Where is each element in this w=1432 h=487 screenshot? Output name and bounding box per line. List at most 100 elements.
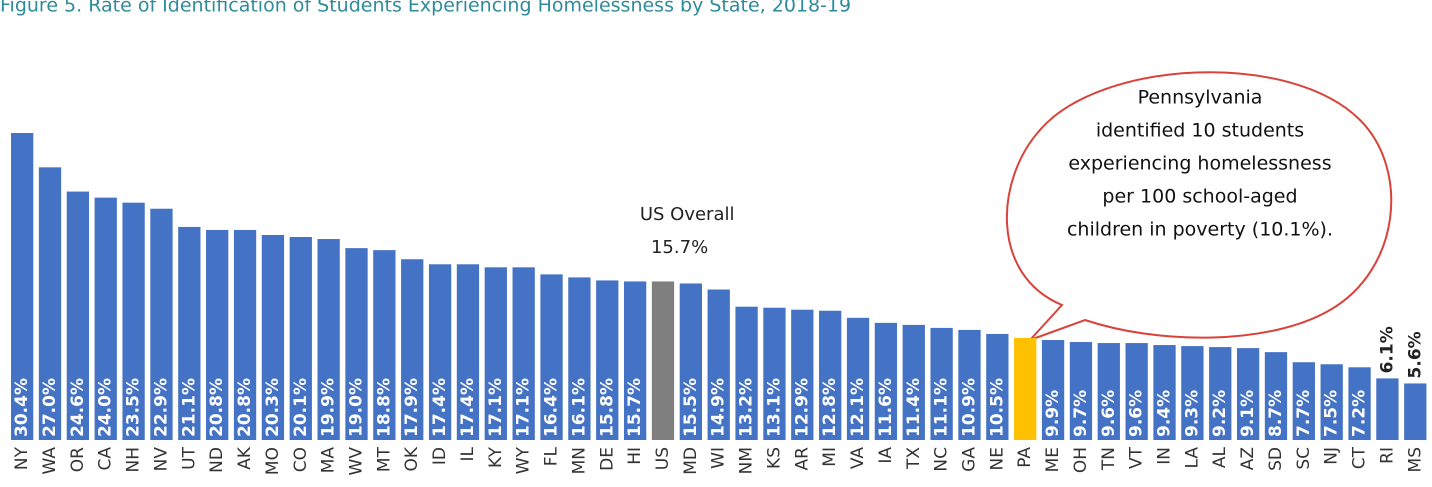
x-tick-label: MA (319, 447, 339, 474)
bar (66, 191, 90, 440)
value-label: 19.0% (346, 378, 366, 437)
bar (596, 280, 619, 440)
value-label: 24.6% (68, 378, 88, 437)
value-label: 9.7% (1071, 390, 1091, 437)
bar (1209, 347, 1232, 440)
value-label: 23.5% (124, 378, 144, 437)
x-tick-label: WY (514, 446, 534, 474)
x-tick-label: AL (1210, 446, 1230, 468)
bar (345, 248, 368, 440)
value-label: 15.7% (625, 378, 645, 437)
value-label: 15.5% (681, 378, 701, 437)
x-tick-label: NY (12, 446, 32, 470)
value-label: 17.4% (430, 378, 450, 437)
value-label: 9.4% (1155, 390, 1175, 437)
bar (289, 237, 312, 440)
x-tick-label: TN (1099, 447, 1119, 471)
x-tick-label: SC (1294, 447, 1314, 470)
value-label: 17.1% (486, 378, 506, 437)
x-tick-label: RI (1377, 447, 1397, 464)
bar (986, 333, 1009, 440)
value-label: 17.9% (402, 378, 422, 437)
x-tick-label: IL (458, 446, 478, 461)
bar (11, 133, 34, 440)
bar (317, 239, 340, 440)
callout-text: experiencing homelessness (1068, 153, 1331, 175)
bar (428, 264, 452, 440)
value-label: 27.0% (40, 378, 60, 437)
x-tick-label: GA (959, 447, 979, 472)
value-label: 16.1% (569, 378, 589, 437)
value-label: 9.3% (1182, 390, 1202, 437)
value-label: 22.9% (151, 378, 171, 437)
bar (540, 274, 563, 440)
bar (38, 167, 62, 441)
value-label: 24.0% (96, 378, 116, 437)
value-label: 16.4% (542, 378, 562, 437)
value-label: 20.8% (207, 378, 227, 437)
bar (707, 289, 730, 440)
bar (1236, 348, 1260, 440)
x-tick-label: MT (374, 446, 394, 472)
value-label: 9.6% (1099, 390, 1119, 437)
value-label: 17.1% (514, 378, 534, 437)
value-label: 20.3% (263, 378, 283, 437)
bar (94, 197, 117, 440)
x-tick-label: NC (932, 447, 952, 472)
x-tick-label: MD (681, 447, 701, 475)
x-tick-label: SD (1266, 447, 1286, 471)
bar (1292, 362, 1315, 440)
value-label: 10.5% (987, 378, 1007, 437)
value-label: 15.7% (651, 237, 708, 258)
value-label: 11.4% (904, 378, 924, 437)
x-tick-label: WI (709, 447, 729, 469)
x-tick-label: ND (207, 447, 227, 473)
bar (233, 229, 257, 440)
x-tick-label: AK (235, 446, 255, 470)
value-label: 19.9% (319, 378, 339, 437)
value-label: 14.9% (709, 378, 729, 437)
callout-text: children in poverty (10.1%). (1067, 219, 1333, 241)
value-label: 5.6% (1405, 331, 1425, 378)
bar (735, 306, 758, 440)
value-label: 7.2% (1350, 390, 1370, 437)
value-label: 13.1% (764, 378, 784, 437)
x-tick-label: NH (124, 447, 144, 473)
bar (1153, 345, 1176, 440)
value-label: 9.1% (1238, 390, 1258, 437)
bar (846, 317, 870, 440)
x-tick-label: CA (96, 447, 116, 471)
x-tick-label: NV (151, 447, 171, 472)
callout-text: identified 10 students (1096, 120, 1304, 142)
x-tick-label: NM (737, 447, 757, 474)
callout-text: per 100 school-aged (1102, 186, 1297, 208)
x-tick-label: AR (792, 447, 812, 471)
callout-text: Pennsylvania (1138, 87, 1263, 109)
value-label: 12.8% (820, 378, 840, 437)
bar (1320, 364, 1343, 440)
bar (930, 327, 953, 440)
value-label: 12.9% (792, 378, 812, 437)
bar (679, 283, 702, 440)
x-tick-label: AZ (1238, 447, 1258, 470)
x-tick-label: ME (1043, 447, 1063, 472)
x-tick-label: OK (402, 446, 422, 471)
value-label: 18.8% (374, 378, 394, 437)
value-label: 7.7% (1294, 390, 1314, 437)
x-tick-label: IN (1155, 447, 1175, 465)
x-tick-label: MN (569, 447, 589, 474)
bar (261, 234, 285, 440)
x-tick-label: KS (764, 447, 784, 469)
chart-title: Figure 5. Rate of Identification of Stud… (0, 0, 851, 17)
annotation: US Overall (640, 204, 735, 225)
value-label: 9.2% (1210, 390, 1230, 437)
x-tick-label: CO (291, 447, 311, 472)
x-tick-label: UT (179, 446, 199, 469)
bar (1125, 343, 1148, 440)
x-tick-label: OH (1071, 447, 1091, 473)
bar (1404, 383, 1427, 440)
value-label: 20.1% (291, 378, 311, 437)
x-tick-label: VA (848, 447, 868, 470)
value-label: 17.4% (458, 378, 478, 437)
bar (178, 226, 201, 440)
